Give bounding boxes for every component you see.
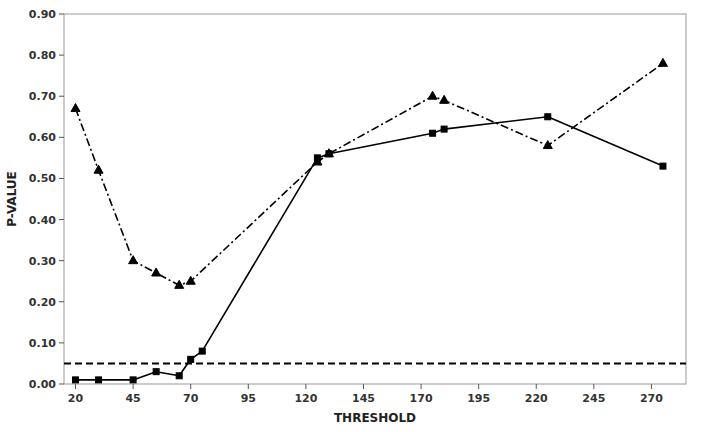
point — [199, 348, 205, 354]
x-tick — [305, 384, 306, 389]
point — [176, 373, 182, 379]
y-tick — [59, 14, 64, 15]
y-tick-label: 0.90 — [29, 8, 56, 21]
y-tick — [59, 260, 64, 261]
point — [152, 268, 161, 276]
y-tick-label: 0.00 — [29, 378, 56, 391]
y-tick-label: 0.20 — [29, 296, 56, 309]
point — [188, 356, 194, 362]
x-tick — [536, 384, 537, 389]
y-tick-label: 0.60 — [29, 131, 56, 144]
chart: 20 45 70 95 120 145 170 195 220 245 270 0.00 0.10 0.2… — [0, 0, 702, 432]
point — [96, 377, 102, 383]
x-tick-label: 145 — [352, 392, 375, 405]
point — [313, 157, 322, 165]
point — [545, 114, 551, 120]
y-tick-label: 0.50 — [29, 172, 56, 185]
point — [71, 104, 80, 112]
point — [543, 141, 552, 149]
x-tick-label: 120 — [294, 392, 317, 405]
x-tick-label: 45 — [125, 392, 140, 405]
x-tick-label: 20 — [68, 392, 84, 405]
plot-frame — [64, 14, 686, 384]
point — [440, 95, 449, 103]
point — [430, 130, 436, 136]
y-axis-label: P-VALUE — [5, 171, 19, 227]
series-line — [76, 117, 663, 380]
x-tick — [478, 384, 479, 389]
plot-area — [64, 58, 686, 383]
y-tick — [59, 384, 64, 385]
x-tick — [133, 384, 134, 389]
x-tick — [363, 384, 364, 389]
x-axis-label: THRESHOLD — [334, 411, 416, 425]
x-tick — [651, 384, 652, 389]
x-tick-label: 195 — [467, 392, 490, 405]
point — [129, 256, 138, 264]
y-tick-label: 0.70 — [29, 90, 56, 103]
y-tick-label: 0.30 — [29, 255, 56, 268]
series-line — [76, 63, 663, 285]
point — [175, 280, 184, 288]
point — [94, 165, 103, 173]
y-tick — [59, 137, 64, 138]
reference-line — [64, 362, 686, 364]
y-tick — [59, 219, 64, 220]
x-tick-label: 270 — [640, 392, 663, 405]
y-tick-label: 0.10 — [29, 337, 56, 350]
x-tick-label: 220 — [525, 392, 548, 405]
y-tick — [59, 96, 64, 97]
point — [73, 377, 79, 383]
point — [130, 377, 136, 383]
x-tick — [190, 384, 191, 389]
x-tick-label: 245 — [582, 392, 605, 405]
point — [428, 91, 437, 99]
x-tick-label: 170 — [410, 392, 433, 405]
y-tick-label: 0.80 — [29, 49, 56, 62]
x-tick — [248, 384, 249, 389]
point — [186, 276, 195, 284]
point — [658, 58, 667, 66]
point — [324, 149, 333, 157]
x-tick — [421, 384, 422, 389]
y-tick — [59, 342, 64, 343]
point — [660, 163, 666, 169]
x-tick-label: 70 — [183, 392, 199, 405]
y-tick-label: 0.40 — [29, 214, 56, 227]
x-tick — [593, 384, 594, 389]
y-tick — [59, 55, 64, 56]
y-tick — [59, 301, 64, 302]
x-tick — [75, 384, 76, 389]
y-tick — [59, 178, 64, 179]
point — [441, 126, 447, 132]
x-tick-label: 95 — [241, 392, 256, 405]
point — [153, 369, 159, 375]
